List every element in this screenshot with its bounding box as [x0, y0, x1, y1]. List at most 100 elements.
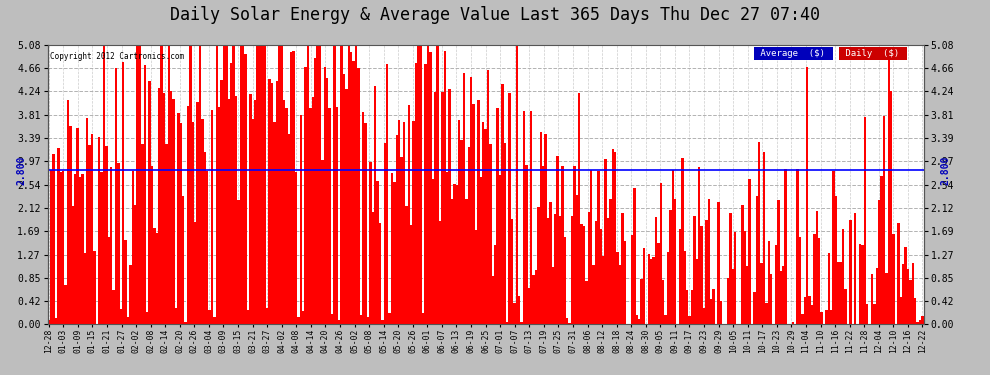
- Bar: [165, 144, 167, 324]
- Bar: [607, 217, 609, 324]
- Bar: [346, 88, 347, 324]
- Bar: [410, 225, 413, 324]
- Bar: [326, 78, 329, 324]
- Bar: [681, 158, 684, 324]
- Bar: [208, 310, 211, 324]
- Bar: [408, 105, 410, 324]
- Bar: [50, 170, 52, 324]
- Bar: [283, 100, 285, 324]
- Bar: [307, 45, 309, 324]
- Bar: [91, 134, 93, 324]
- Bar: [359, 315, 362, 324]
- Bar: [592, 265, 595, 324]
- Bar: [777, 200, 780, 324]
- Bar: [108, 237, 110, 324]
- Bar: [796, 170, 799, 324]
- Bar: [595, 221, 597, 324]
- Bar: [811, 305, 813, 324]
- Bar: [730, 213, 732, 324]
- Bar: [93, 251, 95, 324]
- Bar: [669, 210, 671, 324]
- Bar: [914, 298, 917, 324]
- Bar: [336, 107, 338, 324]
- Bar: [840, 262, 842, 324]
- Bar: [66, 100, 69, 324]
- Bar: [710, 298, 713, 324]
- Bar: [300, 115, 302, 324]
- Bar: [228, 99, 230, 324]
- Bar: [398, 120, 400, 324]
- Bar: [379, 223, 381, 324]
- Bar: [549, 202, 551, 324]
- Bar: [511, 219, 513, 324]
- Bar: [693, 216, 696, 324]
- Bar: [177, 112, 179, 324]
- Bar: [201, 119, 204, 324]
- Bar: [544, 134, 546, 324]
- Bar: [249, 93, 251, 324]
- Bar: [127, 317, 129, 324]
- Bar: [160, 45, 162, 324]
- Bar: [717, 202, 720, 324]
- Bar: [482, 122, 484, 324]
- Bar: [132, 171, 134, 324]
- Bar: [897, 223, 900, 324]
- Bar: [566, 318, 568, 324]
- Bar: [170, 92, 172, 324]
- Bar: [861, 245, 863, 324]
- Bar: [792, 322, 794, 324]
- Bar: [383, 142, 386, 324]
- Bar: [137, 45, 139, 324]
- Bar: [403, 122, 405, 324]
- Bar: [876, 268, 878, 324]
- Bar: [79, 177, 81, 324]
- Bar: [821, 312, 823, 324]
- Bar: [62, 171, 64, 324]
- Bar: [364, 123, 366, 324]
- Bar: [609, 199, 612, 324]
- Bar: [659, 183, 662, 324]
- Bar: [374, 86, 376, 324]
- Bar: [386, 64, 388, 324]
- Bar: [199, 45, 201, 324]
- Bar: [770, 274, 772, 324]
- Bar: [162, 93, 165, 324]
- Bar: [713, 290, 715, 324]
- Bar: [686, 290, 688, 324]
- Bar: [86, 118, 88, 324]
- Bar: [475, 230, 477, 324]
- Bar: [585, 281, 588, 324]
- Bar: [462, 73, 465, 324]
- Bar: [290, 52, 292, 324]
- Bar: [746, 266, 748, 324]
- Bar: [115, 68, 117, 324]
- Bar: [900, 297, 902, 324]
- Bar: [297, 316, 300, 324]
- Bar: [465, 199, 467, 324]
- Bar: [516, 45, 518, 324]
- Bar: [643, 248, 645, 324]
- Bar: [312, 97, 314, 324]
- Bar: [366, 317, 369, 324]
- Bar: [158, 88, 160, 324]
- Bar: [442, 92, 444, 324]
- Bar: [521, 322, 523, 324]
- Bar: [727, 278, 730, 324]
- Bar: [590, 170, 592, 324]
- Bar: [742, 206, 743, 324]
- Bar: [334, 45, 336, 324]
- Bar: [494, 245, 496, 324]
- Bar: [912, 263, 914, 324]
- Bar: [144, 65, 146, 324]
- Bar: [518, 296, 521, 324]
- Bar: [917, 322, 919, 324]
- Bar: [331, 314, 334, 324]
- Bar: [216, 45, 218, 324]
- Bar: [189, 45, 191, 324]
- Bar: [470, 76, 472, 324]
- Bar: [624, 241, 626, 324]
- Bar: [275, 81, 278, 324]
- Bar: [568, 323, 571, 324]
- Bar: [799, 237, 801, 324]
- Bar: [467, 147, 470, 324]
